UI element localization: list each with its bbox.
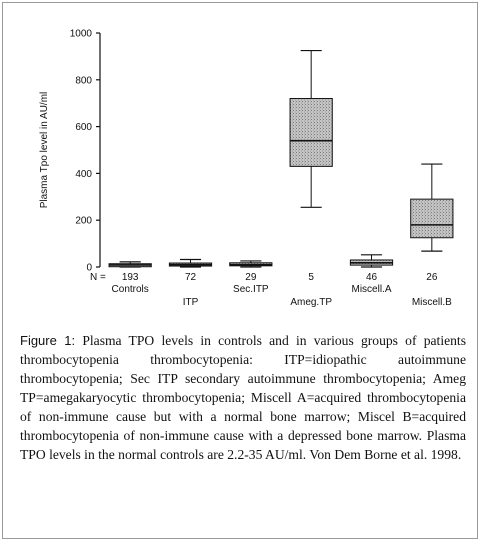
figure-frame xyxy=(2,2,478,539)
category-label: Miscell.B xyxy=(412,297,452,308)
box xyxy=(410,198,454,239)
n-count: 29 xyxy=(245,272,257,283)
category-label: Miscell.A xyxy=(351,284,391,295)
n-prefix-label: N = xyxy=(90,272,106,283)
n-count: 72 xyxy=(185,272,197,283)
caption-text: Plasma TPO levels in controls and in var… xyxy=(20,333,466,462)
figure-caption: Figure 1: Plasma TPO levels in controls … xyxy=(20,331,466,464)
caption-label: Figure 1: xyxy=(20,333,76,348)
box-plot-chart: Plasma Tpo level in AU/ml 0 200 400 600 800 1… xyxy=(39,29,454,308)
n-count: 26 xyxy=(426,272,438,283)
n-count: 5 xyxy=(308,272,314,283)
y-tick-label: 0 xyxy=(86,263,92,274)
n-count: 193 xyxy=(122,272,139,283)
category-label: Ameg.TP xyxy=(290,297,332,308)
box xyxy=(289,98,333,167)
category-label: Sec.ITP xyxy=(233,284,269,295)
category-label: ITP xyxy=(183,297,199,308)
y-tick-label: 200 xyxy=(75,216,92,227)
category-label: Controls xyxy=(112,284,149,295)
n-count: 46 xyxy=(366,272,378,283)
y-tick-label: 400 xyxy=(75,169,92,180)
y-tick-label: 800 xyxy=(75,75,92,86)
y-tick-label: 1000 xyxy=(70,29,93,40)
plot-area: 193Controls72ITP29Sec.ITP5Ameg.TP46Misce… xyxy=(108,49,454,308)
y-tick-label: 600 xyxy=(75,122,92,133)
y-axis: 0 200 400 600 800 1000 xyxy=(70,29,101,274)
y-axis-label: Plasma Tpo level in AU/ml xyxy=(39,92,50,209)
